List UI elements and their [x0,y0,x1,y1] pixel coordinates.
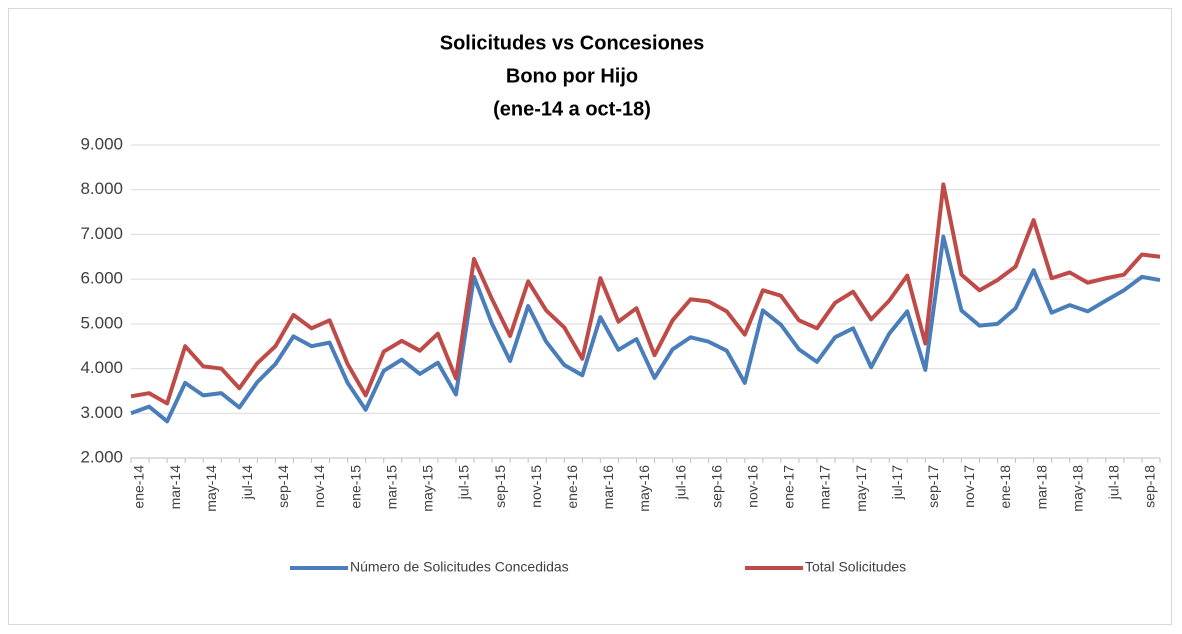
legend-label: Número de Solicitudes Concedidas [350,559,569,575]
y-tick-label: 5.000 [80,313,123,332]
y-tick-label: 6.000 [80,269,123,288]
x-tick-label: may-14 [203,465,219,512]
x-tick-label: may-17 [853,465,869,512]
x-tick-label: nov-17 [961,465,977,508]
x-tick-label: may-16 [636,465,652,512]
x-tick-label: jul-14 [239,465,255,500]
x-tick-label: may-18 [1069,465,1085,512]
series-line [130,182,1161,406]
x-tick-label: nov-16 [744,465,760,508]
x-tick-label: jul-18 [1106,465,1122,500]
x-tick-label: jul-17 [889,465,905,500]
x-tick-label: sep-16 [708,465,724,508]
x-tick-label: sep-17 [925,465,941,508]
x-tick-label: jul-15 [456,465,472,500]
x-tick-label: ene-18 [997,465,1013,509]
x-tick-label: mar-14 [167,465,183,510]
y-tick-label: 2.000 [80,447,123,466]
chart-subtitle: (ene-14 a oct-18) [493,98,651,120]
x-tick-label: nov-14 [311,465,327,508]
x-tick-label: may-15 [420,465,436,512]
series-line [130,234,1161,424]
y-tick-label: 7.000 [80,224,123,243]
chart-subtitle: Bono por Hijo [506,65,638,87]
x-tick-label: mar-16 [600,465,616,510]
x-tick-label: mar-15 [383,465,399,510]
y-tick-label: 3.000 [80,403,123,422]
x-tick-label: sep-14 [275,465,291,508]
y-tick-label: 8.000 [80,179,123,198]
x-tick-label: mar-18 [1033,465,1049,510]
x-tick-label: ene-17 [781,465,797,509]
x-tick-label: ene-15 [347,465,363,509]
x-tick-label: jul-16 [672,465,688,500]
x-tick-label: mar-17 [817,465,833,510]
legend-label: Total Solicitudes [805,559,906,575]
chart-title: Solicitudes vs Concesiones [440,32,705,54]
x-tick-label: ene-14 [131,465,147,509]
x-tick-label: nov-15 [528,465,544,508]
y-tick-label: 4.000 [80,358,123,377]
x-tick-label: sep-15 [492,465,508,508]
x-tick-label: sep-18 [1142,465,1158,508]
y-tick-label: 9.000 [80,134,123,153]
x-tick-label: ene-16 [564,465,580,509]
